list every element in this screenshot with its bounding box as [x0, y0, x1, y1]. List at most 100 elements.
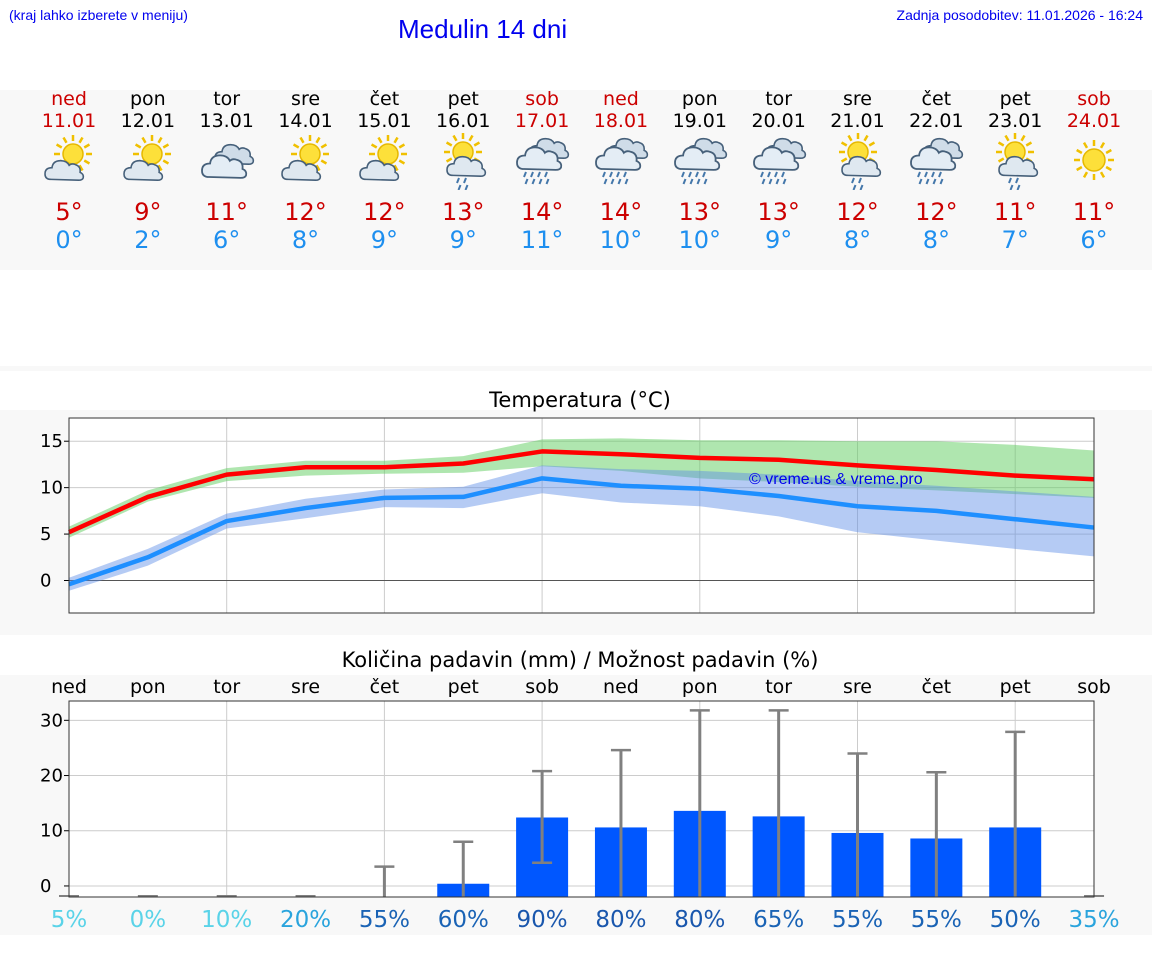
min-temp-band — [69, 465, 1095, 591]
cloud-rain-icon — [655, 132, 745, 190]
precip-probability: 5% — [51, 907, 88, 933]
sun-cloud-icon — [103, 132, 193, 190]
day-column: pet 23.01 11° 7° — [970, 88, 1060, 254]
plot-frame — [68, 700, 1095, 898]
day-label: tor — [213, 676, 240, 698]
cloud-rain-icon — [734, 132, 824, 190]
max-temp: 12° — [363, 198, 406, 226]
min-temp: 10° — [599, 226, 643, 254]
day-name: sre — [291, 88, 321, 110]
last-update: Zadnja posodobitev: 11.01.2026 - 16:24 — [896, 7, 1143, 23]
precip-probability: 60% — [438, 907, 489, 933]
precip-probability: 80% — [595, 907, 646, 933]
max-temp: 12° — [836, 198, 879, 226]
day-label: ned — [603, 676, 639, 698]
min-temp: 9° — [765, 226, 793, 254]
day-column: ned 11.01 5° 0° — [24, 88, 114, 254]
cloud-rain-icon — [497, 132, 587, 190]
day-name: ned — [51, 88, 87, 110]
max-temp: 5° — [55, 198, 83, 226]
y-tick-label: 20 — [40, 766, 63, 787]
day-column: pon 12.01 9° 2° — [103, 88, 193, 254]
day-label: ned — [51, 676, 87, 698]
min-temp: 2° — [134, 226, 162, 254]
day-label: pet — [1000, 676, 1031, 698]
cloud-rain-icon — [891, 132, 981, 190]
day-label: sre — [843, 676, 872, 698]
day-date: 19.01 — [672, 110, 727, 132]
temperature-chart-title: Temperatura (°C) — [489, 388, 671, 412]
day-name: pon — [129, 88, 166, 110]
day-name: čet — [921, 88, 952, 110]
day-column: pon 19.01 13° 10° — [655, 88, 745, 254]
y-tick-label: 15 — [40, 431, 63, 452]
day-date: 16.01 — [436, 110, 491, 132]
cloudy-icon — [182, 132, 272, 190]
day-date: 18.01 — [593, 110, 649, 132]
location-hint: (kraj lahko izberete v meniju) — [9, 7, 188, 23]
y-tick-label: 10 — [40, 821, 63, 842]
max-temp: 9° — [134, 198, 162, 226]
day-label: pon — [130, 676, 166, 698]
min-temp: 7° — [1001, 226, 1029, 254]
max-temp: 14° — [520, 198, 564, 226]
day-label: pon — [682, 676, 718, 698]
precip-probability: 35% — [1068, 907, 1119, 933]
sun-cloud-drizzle-icon — [813, 132, 903, 190]
day-name: sre — [843, 88, 872, 110]
day-date: 14.01 — [278, 110, 333, 132]
precip-probability: 10% — [201, 907, 252, 933]
max-temp: 11° — [1072, 198, 1116, 226]
day-date: 20.01 — [751, 110, 806, 132]
watermark: © vreme.us & vreme.pro — [749, 471, 923, 488]
day-name: pet — [447, 88, 479, 110]
max-temp: 11° — [993, 198, 1037, 226]
day-label: čet — [922, 676, 952, 698]
min-temp: 8° — [291, 226, 320, 254]
sun-cloud-drizzle-icon — [970, 132, 1060, 190]
max-temp-line — [68, 449, 1095, 535]
precip-probability: 55% — [832, 907, 883, 933]
y-tick-label: 0 — [40, 876, 51, 897]
max-temp: 13° — [757, 198, 800, 226]
max-temp: 13° — [678, 198, 722, 226]
day-column: sob 24.01 11° 6° — [1049, 88, 1139, 254]
day-column: tor 20.01 13° 9° — [734, 88, 824, 254]
plot-frame — [68, 417, 1095, 614]
min-temp: 9° — [449, 226, 477, 254]
sun-cloud-icon — [339, 132, 429, 190]
precipitation-chart: ned pon tor sre čet pet sob ned pon tor sre čet pet s… — [40, 676, 1120, 933]
max-temp: 13° — [441, 198, 485, 226]
max-temp: 14° — [599, 198, 643, 226]
min-temp: 8° — [843, 226, 872, 254]
min-temp: 9° — [370, 226, 399, 254]
day-name: pon — [681, 88, 718, 110]
min-temp: 8° — [922, 226, 950, 254]
min-temp: 6° — [1080, 226, 1108, 254]
day-name: tor — [213, 88, 241, 110]
separator-strip — [0, 366, 1152, 371]
day-column: ned 18.01 14° 10° — [576, 88, 666, 254]
day-name: čet — [369, 88, 400, 110]
precip-probability: 55% — [359, 907, 410, 933]
sun-cloud-icon — [261, 132, 351, 190]
y-tick-label: 30 — [40, 710, 63, 731]
day-label: pet — [448, 676, 479, 698]
day-label: tor — [765, 676, 792, 698]
sun-icon — [1049, 132, 1139, 190]
sun-cloud-icon — [24, 132, 114, 190]
precip-probability: 20% — [280, 907, 331, 933]
day-label: sre — [291, 676, 320, 698]
y-tick-label: 0 — [40, 571, 51, 592]
day-column: sre 14.01 12° 8° — [261, 88, 351, 254]
y-tick-label: 10 — [40, 478, 63, 499]
day-label: čet — [370, 676, 400, 698]
day-column: sre 21.01 12° 8° — [813, 88, 903, 254]
day-date: 23.01 — [987, 110, 1043, 132]
day-date: 21.01 — [830, 110, 885, 132]
precip-probability: 90% — [517, 907, 568, 933]
day-label: sob — [525, 676, 559, 698]
day-column: sob 17.01 14° 11° — [497, 88, 587, 254]
day-name: ned — [603, 88, 639, 110]
precip-probability: 55% — [911, 907, 962, 933]
